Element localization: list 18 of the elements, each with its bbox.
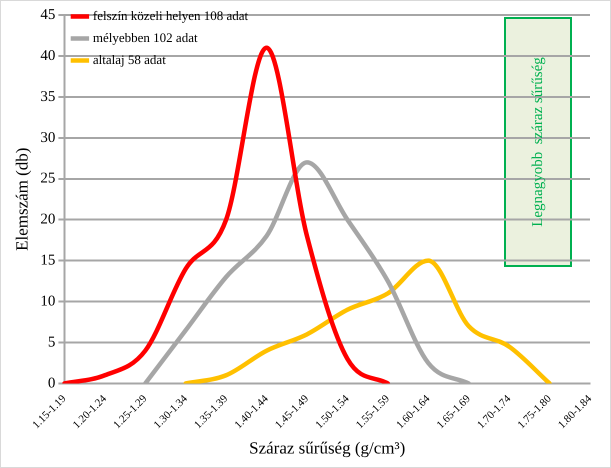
y-tick-label: 40	[40, 48, 56, 64]
annotation: Legnagyobb száraz sűrűség	[530, 56, 546, 227]
y-tick-label: 35	[40, 88, 56, 105]
y-tick-label: 30	[40, 130, 56, 146]
y-tick-label: 10	[40, 294, 56, 310]
legend-label: felszín közeli helyen 108 adat	[92, 8, 249, 23]
y-tick-label: 5	[48, 334, 56, 350]
legend-label: mélyebben 102 adat	[92, 30, 198, 45]
y-tick-label: 20	[40, 212, 56, 228]
y-tick-label: 25	[40, 170, 56, 187]
y-tick-label: 15	[40, 252, 56, 269]
legend-label: altalaj 58 adat	[92, 52, 166, 67]
y-tick-label: 0	[48, 375, 56, 392]
x-axis-title: Száraz sűrűség (g/cm³)	[249, 438, 406, 458]
line-series	[183, 258, 552, 384]
line-series	[62, 46, 390, 384]
y-tick-label: 45	[40, 6, 56, 23]
y-axis-title: Elemszám (db)	[12, 148, 32, 251]
